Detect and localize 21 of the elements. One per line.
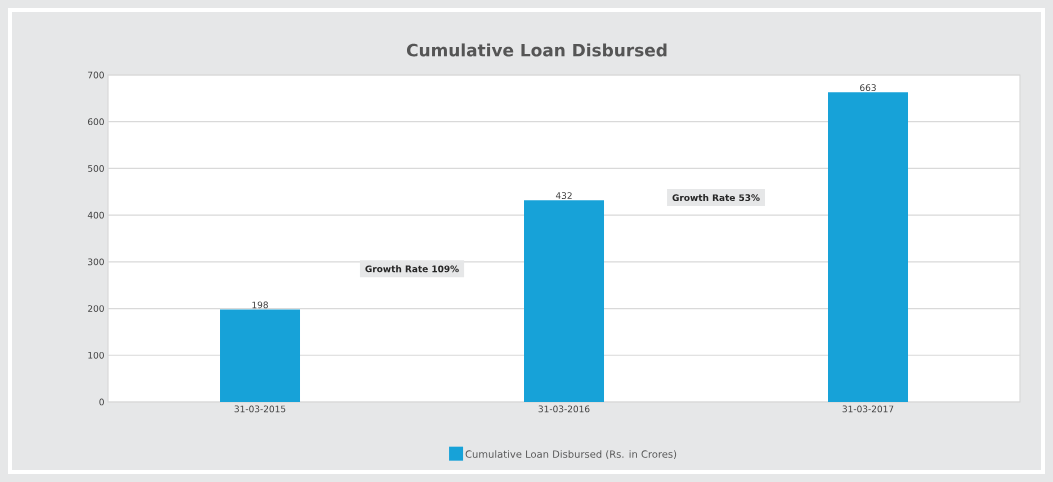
legend-label: Cumulative Loan Disbursed (Rs. in Crores) xyxy=(465,450,677,460)
annotation: Growth Rate 53% xyxy=(672,194,760,202)
bar xyxy=(828,92,909,402)
data-label: 663 xyxy=(860,84,876,92)
bar xyxy=(524,200,605,402)
x-tick-label: 31-03-2015 xyxy=(234,405,286,413)
y-tick-label: 500 xyxy=(88,165,104,172)
y-tick-label: 100 xyxy=(88,351,104,359)
data-label: 198 xyxy=(252,301,268,309)
annotation: Growth Rate 109% xyxy=(365,265,459,273)
x-tick-label: 31-03-2016 xyxy=(538,405,590,413)
y-tick-label: 300 xyxy=(88,258,104,266)
y-tick-label: 600 xyxy=(88,118,104,126)
y-tick-label: 400 xyxy=(87,211,104,219)
x-tick-label: 31-03-2017 xyxy=(842,405,894,413)
chart-title: Cumulative Loan Disbursed xyxy=(406,43,667,57)
y-tick-label: 200 xyxy=(88,305,104,312)
bar xyxy=(220,309,301,402)
y-tick-label: 700 xyxy=(88,71,104,79)
y-tick-label: 0 xyxy=(99,398,104,406)
data-label: 432 xyxy=(555,192,572,199)
